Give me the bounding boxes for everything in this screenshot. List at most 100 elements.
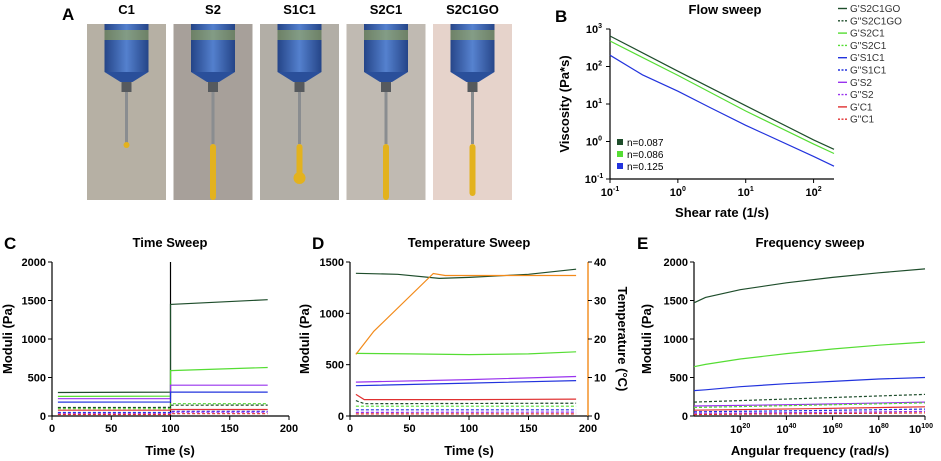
- y2-tick-label: 40: [594, 257, 606, 269]
- series-line-gpp-s1c1: [57, 410, 268, 414]
- y-axis-label: Moduli (Pa): [0, 304, 15, 374]
- y-tick-label: 0: [682, 411, 688, 423]
- hydrogel-filament: [296, 144, 303, 178]
- syringe-photo: S2C1: [346, 2, 426, 200]
- needle: [211, 92, 215, 144]
- syringe-hub: [277, 72, 322, 82]
- legend-label: G'S2: [850, 78, 872, 89]
- chart-title: Flow sweep: [689, 2, 762, 17]
- x-tick-label: 102: [805, 186, 821, 199]
- x-axis-label: Time (s): [444, 443, 494, 458]
- syringe-photo: S2: [173, 2, 253, 200]
- x-tick-label: 200: [280, 423, 298, 435]
- x-tick-label: 200: [579, 423, 597, 435]
- flow-sweep-chart: Flow sweep 10-1 100 101 102 10-1 100 101 102 103 S…: [557, 2, 835, 220]
- y-tick-label: 100: [586, 136, 602, 149]
- series-line-gp-s1c1: [57, 391, 268, 403]
- annotation-marker: [617, 151, 623, 157]
- syringe-band: [277, 30, 322, 40]
- series-line-gpp-c1: [57, 413, 268, 416]
- hydrogel-filament: [469, 144, 476, 196]
- needle-base: [294, 82, 305, 92]
- panel-letter-a: A: [62, 5, 74, 24]
- needle-base: [208, 82, 218, 92]
- annotation-marker: [617, 139, 623, 145]
- y2-axis-label: Temperature (°C): [615, 287, 630, 392]
- series-line-gp-s1c1: [693, 376, 926, 392]
- panel-letter-e: E: [637, 234, 648, 253]
- x-tick-label: 150: [221, 423, 239, 435]
- y-tick-label: 103: [586, 23, 602, 36]
- legend-label: G'C1: [850, 102, 873, 113]
- syringe-band: [104, 30, 149, 40]
- hydrogel-filament: [123, 142, 130, 148]
- y-tick-label: 2000: [664, 257, 688, 269]
- legend-label: G"S1C1: [850, 66, 887, 77]
- y-tick-label: 10-1: [585, 173, 604, 186]
- x-tick-label: 1060: [823, 423, 843, 436]
- series-line-gpp-s2c1go: [57, 404, 268, 409]
- y-axis-label: Moduli (Pa): [639, 304, 654, 374]
- syringe-hub: [191, 72, 235, 82]
- y2-tick-label: 20: [594, 334, 606, 346]
- photo-label: S1C1: [283, 2, 316, 17]
- legend-label: G"C1: [850, 115, 875, 126]
- syringe-hub: [364, 72, 408, 82]
- hydrogel-filament: [383, 144, 389, 200]
- y-tick-label: 1000: [320, 308, 344, 320]
- x-tick-label: 100: [670, 186, 686, 199]
- needle-base: [467, 82, 478, 92]
- x-axis-label: Angular frequency (rad/s): [731, 443, 889, 458]
- legend-label: G"S2: [850, 90, 874, 101]
- x-tick-label: 150: [519, 423, 537, 435]
- needle-base: [121, 82, 132, 92]
- series-line-s1c1: [609, 54, 835, 167]
- flow-index-annotation: n=0.125: [627, 162, 664, 173]
- hydrogel-droplet: [293, 172, 306, 184]
- syringe-hub: [450, 72, 495, 82]
- series-line-gpp-s2c1: [693, 402, 926, 409]
- legend-label: G'S1C1: [850, 53, 885, 64]
- frequency-sweep-chart: Frequency sweep 1020 1040 1060 1080 10100 0 500…: [639, 235, 933, 458]
- series-line-gp-c1: [57, 408, 268, 411]
- photo-label: S2C1: [370, 2, 403, 17]
- y-tick-label: 0: [40, 411, 46, 423]
- photo-label: S2C1GO: [446, 2, 499, 17]
- y-tick-label: 1500: [320, 257, 344, 269]
- x-tick-label: 1080: [869, 423, 889, 436]
- photo-label: S2: [205, 2, 221, 17]
- needle-base: [381, 82, 391, 92]
- x-tick-label: 10100: [909, 423, 933, 436]
- series-line-gp-s1c1: [355, 380, 577, 387]
- x-tick-label: 50: [403, 423, 415, 435]
- series-line-s2c1go: [609, 35, 835, 150]
- needle: [471, 92, 474, 144]
- y2-tick-label: 10: [594, 373, 606, 385]
- y-tick-label: 102: [586, 61, 602, 74]
- panel-letter-c: C: [4, 234, 16, 253]
- y2-tick-label: 0: [594, 411, 600, 423]
- series-line-gp-s2c1go: [57, 299, 268, 394]
- x-tick-label: 0: [347, 423, 353, 435]
- series-line-gpp-s2c1go: [355, 400, 577, 405]
- series-line-gpp-s2: [693, 410, 926, 414]
- photo-label: C1: [118, 2, 135, 17]
- y-tick-label: 500: [670, 373, 688, 385]
- series-line-gp-c1: [355, 393, 577, 401]
- syringe-photo: S2C1GO: [433, 2, 512, 200]
- x-tick-label: 100: [460, 423, 478, 435]
- x-tick-label: 100: [161, 423, 179, 435]
- y-tick-label: 1000: [22, 334, 46, 346]
- legend-label: G'S2C1: [850, 29, 885, 40]
- x-tick-label: 1040: [776, 423, 796, 436]
- x-tick-label: 50: [105, 423, 117, 435]
- syringe-photo: C1: [87, 2, 166, 200]
- series-line-gpp-s2c1go: [693, 393, 926, 403]
- y-tick-label: 101: [586, 98, 602, 111]
- syringe-band: [364, 30, 408, 40]
- syringe-photo: S1C1: [260, 2, 339, 200]
- series-line-s2c1: [609, 40, 835, 155]
- y-tick-label: 0: [338, 411, 344, 423]
- series-line-gp-s2: [355, 375, 577, 383]
